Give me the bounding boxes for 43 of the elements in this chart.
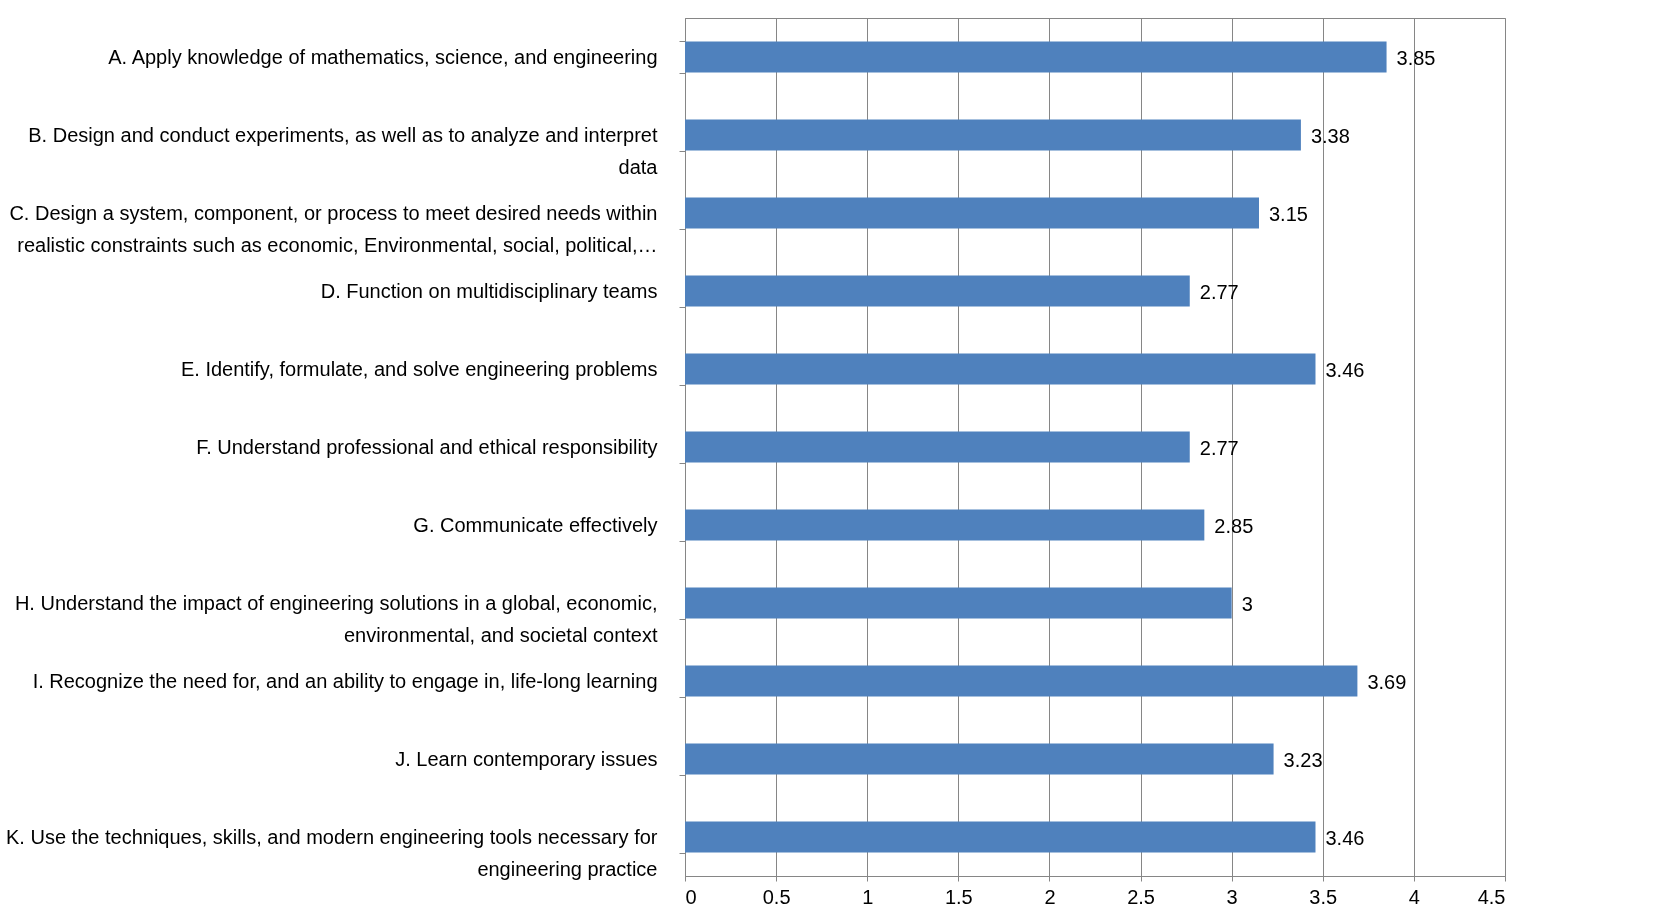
- data-label: 3.85: [1396, 47, 1436, 69]
- y-tick-label: J. Learn contemporary issues: [395, 747, 658, 770]
- bar: [685, 665, 1358, 697]
- data-label: 2.77: [1199, 281, 1239, 303]
- y-tick-label: E. Identify, formulate, and solve engineering problems: [180, 357, 658, 380]
- bar: [685, 275, 1190, 307]
- bar: [685, 821, 1316, 853]
- data-label: 2.77: [1199, 437, 1239, 459]
- y-tick-label: I. Recognize the need for, and an ability to engage in, life-long learning: [32, 669, 658, 692]
- data-label: 3.46: [1325, 359, 1365, 381]
- x-tick-label: 3: [1226, 885, 1238, 907]
- bar: [685, 431, 1190, 463]
- bar: [685, 41, 1387, 73]
- data-label: 3: [1241, 593, 1253, 615]
- x-tick-label: 2.5: [1127, 885, 1155, 907]
- y-tick-label: G. Communicate effectively: [413, 513, 658, 536]
- x-tick-label: 4: [1408, 885, 1420, 907]
- bar: [685, 119, 1301, 151]
- y-tick-label: D. Function on multidisciplinary teams: [320, 279, 658, 302]
- x-tick-label: 0.5: [762, 885, 791, 907]
- data-label: 3.38: [1310, 125, 1350, 147]
- data-label: 3.23: [1283, 749, 1323, 771]
- data-label: 3.46: [1325, 827, 1365, 849]
- y-tick-label: A. Apply knowledge of mathematics, science, and engineering: [108, 45, 658, 68]
- y-tick-label: K. Use the techniques, skills, and modern engineering tools necessary for engineering practice: [6, 825, 658, 880]
- x-tick-label: 0: [685, 885, 697, 907]
- bar: [685, 587, 1232, 619]
- data-label: 3.69: [1367, 671, 1407, 693]
- bar: [685, 509, 1205, 541]
- y-tick-label: F. Understand professional and ethical responsibility: [196, 435, 658, 458]
- x-tick-label: 4.5: [1477, 885, 1506, 907]
- x-tick-label: 3.5: [1309, 885, 1338, 907]
- data-label: 3.15: [1269, 203, 1308, 225]
- x-tick-label: 2: [1044, 885, 1056, 907]
- data-label: 2.85: [1214, 515, 1254, 537]
- x-tick-label: 1: [862, 885, 874, 907]
- y-tick-label: C. Design a system, component, or process to meet desired needs within realistic constraints such as economic, Environmental, social, political,…: [9, 201, 658, 256]
- bar: [685, 743, 1274, 775]
- bar: [685, 353, 1316, 385]
- bar: [685, 197, 1259, 229]
- x-tick-label: 1.5: [944, 885, 973, 907]
- y-tick-label: H. Understand the impact of engineering solutions in a global, economic, environmental, and societal context: [14, 591, 658, 646]
- y-tick-label: B. Design and conduct experiments, as well as to analyze and interpret data: [28, 123, 659, 178]
